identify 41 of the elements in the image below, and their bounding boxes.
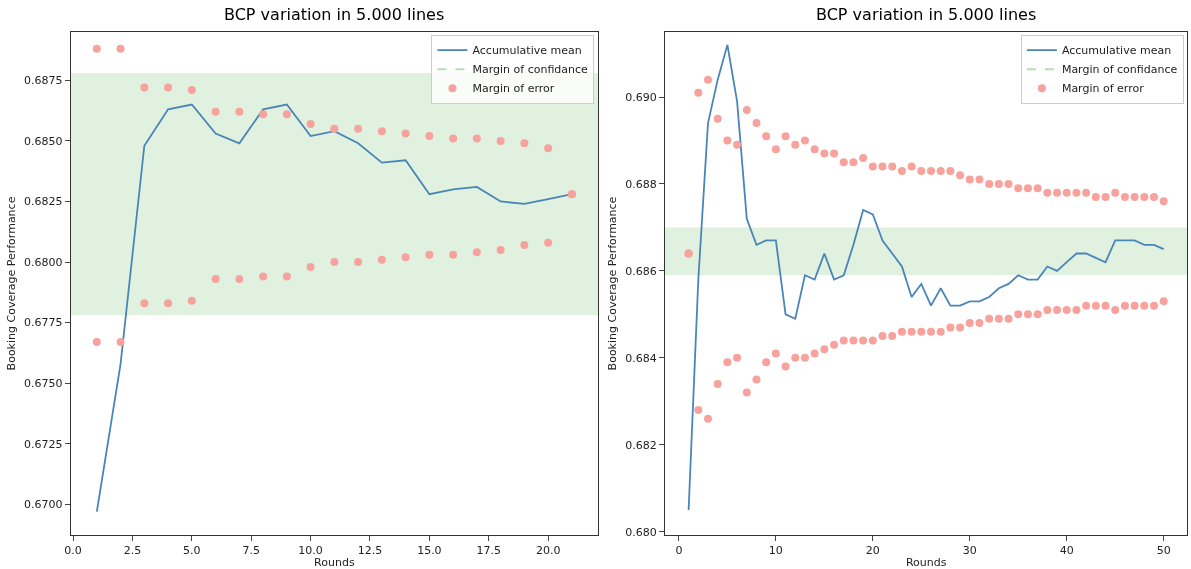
- x-tick-label: 0: [675, 544, 683, 558]
- x-tick-label: 20: [865, 544, 880, 558]
- y-tick-label: 0.684: [625, 351, 657, 365]
- y-axis-title: Booking Coverage Performance: [605, 196, 619, 371]
- band-label: Margin of confidance: [472, 63, 589, 77]
- y-axis-title: Booking Coverage Performance: [4, 196, 18, 371]
- y-tick-label: 0.6775: [24, 316, 63, 330]
- y-tick-label: 0.688: [625, 177, 657, 191]
- y-tick-label: 0.682: [625, 438, 657, 452]
- x-tick-label: 10.0: [298, 544, 323, 558]
- legend-label: Accumulative mean: [1061, 44, 1172, 58]
- legend-label: Accumulative mean: [472, 44, 582, 58]
- y-tick-label: 0.6750: [24, 377, 63, 391]
- x-tick-label: 12.5: [357, 544, 383, 558]
- legend-label: Margin of error: [472, 82, 555, 96]
- chart-title: BCP variation in 5.000 lines: [224, 5, 445, 24]
- x-tick-label: 20.0: [535, 544, 561, 558]
- y-tick-label: 0.680: [625, 525, 657, 539]
- y-tick-label: 0.6850: [24, 134, 63, 148]
- x-tick-label: 10: [768, 544, 783, 558]
- x-axis-title: Rounds: [314, 556, 355, 569]
- y-tick-label: 0.6800: [24, 255, 63, 269]
- x-tick-label: 50: [1156, 544, 1171, 558]
- legend-label: Margin of error: [1061, 82, 1145, 96]
- x-tick-label: 15.0: [417, 544, 442, 558]
- x-tick-label: 0.0: [64, 544, 82, 558]
- y-tick-label: 0.6875: [24, 74, 63, 88]
- y-tick-label: 0.6700: [24, 498, 63, 512]
- x-tick-label: 40: [1059, 544, 1074, 558]
- y-tick-label: 0.6825: [24, 195, 63, 209]
- x-tick-label: 5.0: [183, 544, 201, 558]
- x-tick-label: 2.5: [123, 544, 142, 558]
- x-tick-label: 7.5: [242, 544, 260, 558]
- y-tick-label: 0.690: [625, 90, 657, 104]
- chart-title: BCP variation in 5.000 lines: [816, 5, 1037, 24]
- y-tick-label: 0.686: [625, 264, 657, 278]
- x-tick-label: 17.5: [476, 544, 502, 558]
- legend-label: Margin of confidance: [1061, 63, 1178, 77]
- x-axis-title: Rounds: [905, 556, 947, 569]
- y-tick-label: 0.6725: [24, 437, 63, 451]
- x-tick-label: 30: [962, 544, 977, 558]
